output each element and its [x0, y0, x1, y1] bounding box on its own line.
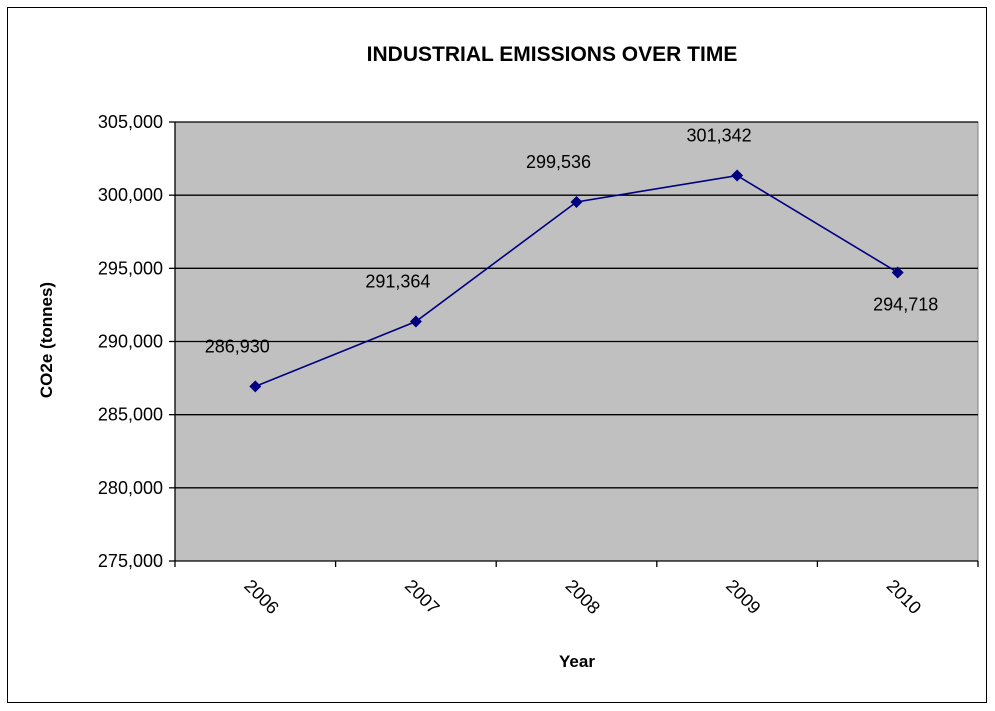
y-tick-label: 280,000 [98, 478, 163, 498]
y-tick-label: 275,000 [98, 551, 163, 571]
x-tick-label: 2007 [401, 576, 443, 618]
y-tick-label: 300,000 [98, 185, 163, 205]
data-point-marker [731, 169, 744, 182]
data-label: 286,930 [205, 336, 270, 356]
gridlines [175, 121, 978, 489]
data-label: 294,718 [873, 294, 938, 314]
data-point-marker [570, 195, 583, 208]
y-axis-ticks: 275,000 280,000 285,000 290,000 295,000 300,0… [98, 112, 175, 571]
x-axis-title: Year [559, 652, 595, 671]
y-tick-label: 295,000 [98, 258, 163, 278]
series-group [249, 169, 904, 393]
y-axis-title: CO2e (tonnes) [37, 282, 56, 398]
data-point-marker [249, 380, 262, 393]
x-tick-label: 2010 [883, 576, 925, 618]
x-tick-label: 2006 [240, 576, 282, 618]
x-tick-label: 2008 [562, 576, 604, 618]
x-axis-ticks: 2006 2007 2008 2009 2010 [174, 561, 979, 618]
data-label: 301,342 [687, 126, 752, 146]
data-point-marker [891, 266, 904, 279]
data-labels: 286,930 291,364 299,536 301,342 294,718 [205, 126, 938, 357]
chart-title: INDUSTRIAL EMISSIONS OVER TIME [367, 43, 738, 66]
data-label: 291,364 [365, 272, 430, 292]
data-label: 299,536 [526, 152, 591, 172]
x-tick-label: 2009 [722, 576, 764, 618]
y-tick-label: 290,000 [98, 332, 163, 352]
data-point-marker [409, 315, 422, 328]
y-tick-label: 285,000 [98, 405, 163, 425]
y-tick-label: 305,000 [98, 112, 163, 132]
